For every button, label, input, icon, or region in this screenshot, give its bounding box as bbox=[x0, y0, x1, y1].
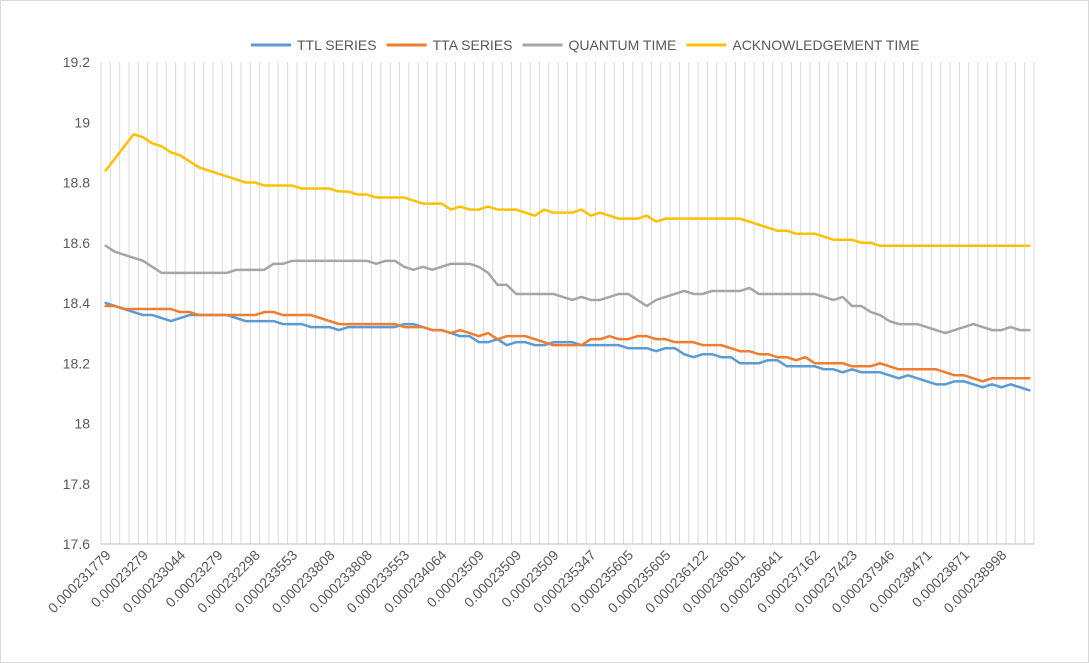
y-tick-label: 18 bbox=[74, 416, 90, 432]
y-tick-label: 17.6 bbox=[63, 536, 90, 552]
y-tick-label: 19.2 bbox=[63, 54, 90, 70]
legend-label-2: TTA SERIES bbox=[433, 37, 513, 53]
series-line-1 bbox=[104, 301, 1031, 392]
series-line-2 bbox=[104, 304, 1031, 383]
series-line-3 bbox=[104, 244, 1031, 335]
y-tick-label: 18.2 bbox=[63, 355, 90, 371]
y-tick-label: 19 bbox=[74, 114, 90, 130]
y-tick-label: 18.6 bbox=[63, 235, 90, 251]
y-tick-label: 18.4 bbox=[63, 295, 90, 311]
legend-label-4: ACKNOWLEDGEMENT TIME bbox=[732, 37, 919, 53]
legend-label-1: TTL SERIES bbox=[297, 37, 377, 53]
series-line-4 bbox=[104, 133, 1031, 248]
y-tick-label: 17.8 bbox=[63, 476, 90, 492]
y-tick-label: 18.8 bbox=[63, 175, 90, 191]
legend-label-3: QUANTUM TIME bbox=[569, 37, 677, 53]
